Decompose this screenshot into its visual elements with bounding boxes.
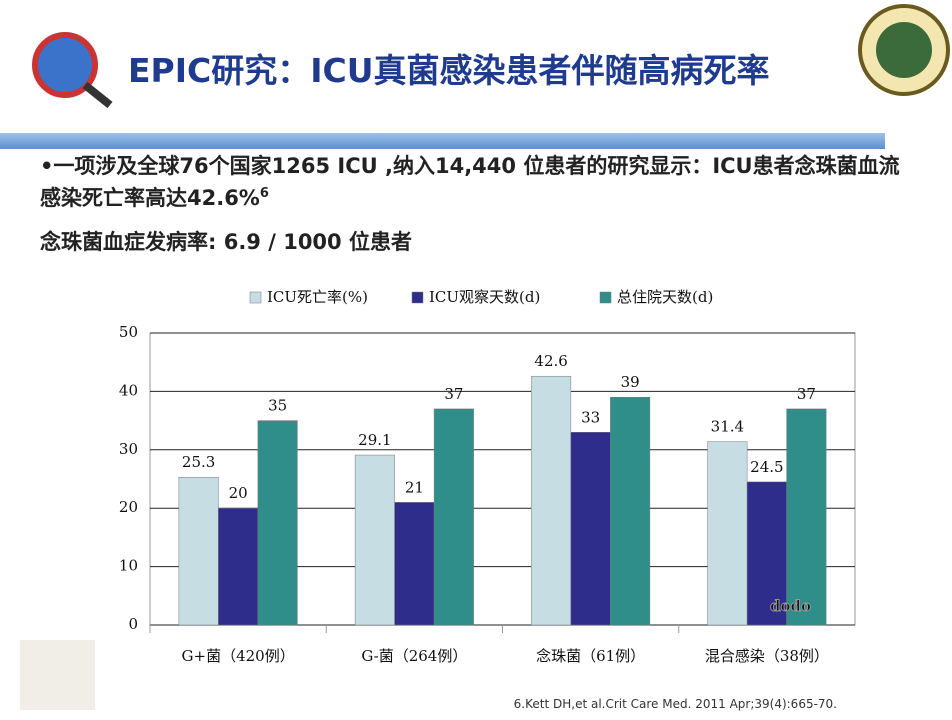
data-label: 21: [405, 478, 424, 496]
legend-label: ICU死亡率(%): [267, 288, 368, 306]
data-label: 35: [268, 397, 287, 415]
bar: [394, 502, 435, 626]
data-label: 31.4: [711, 418, 744, 436]
data-label: 25.3: [182, 453, 215, 471]
bar: [610, 396, 651, 626]
y-tick-label: 40: [119, 381, 138, 399]
y-tick-label: 20: [119, 498, 138, 516]
x-tick-label: G-菌（264例）: [361, 647, 467, 665]
bar: [786, 408, 827, 626]
title-band: [0, 133, 885, 149]
legend-label: ICU观察天数(d): [429, 288, 540, 306]
bar: [218, 507, 259, 626]
bar: [746, 481, 787, 626]
logo: [20, 4, 950, 710]
bullet-text: •一项涉及全球76个国家1265 ICU ,纳入14,440 位患者的研究显示：…: [40, 154, 900, 210]
data-label: 37: [797, 385, 816, 403]
data-label: 39: [621, 373, 640, 391]
legend-swatch: [249, 291, 262, 304]
bar: [257, 420, 298, 626]
bar: [707, 441, 748, 626]
bar: [433, 408, 474, 626]
bar: [570, 432, 611, 626]
watermark: dodo: [770, 597, 811, 615]
x-tick-label: 混合感染（38例）: [705, 647, 829, 665]
slide-title: EPIC研究：ICU真菌感染患者伴随高病死率: [128, 51, 770, 90]
legend-swatch: [411, 291, 424, 304]
bar: [178, 476, 219, 626]
data-label: 37: [444, 385, 463, 403]
bar: [354, 454, 395, 626]
x-tick-label: G+菌（420例）: [182, 647, 295, 665]
reference: 6.Kett DH,et al.Crit Care Med. 2011 Apr;…: [513, 697, 837, 711]
data-label: 29.1: [358, 431, 391, 449]
y-tick-label: 30: [119, 440, 138, 458]
data-label: 24.5: [750, 458, 783, 476]
legend-label: 总住院天数(d): [617, 288, 713, 306]
y-tick-label: 0: [128, 615, 138, 633]
data-label: 42.6: [534, 352, 567, 370]
data-label: 20: [229, 484, 248, 502]
superscript: 6: [259, 186, 269, 201]
y-tick-label: 10: [119, 557, 138, 575]
y-tick-label: 50: [119, 323, 138, 341]
x-tick-label: 念珠菌（61例）: [536, 647, 645, 665]
legend-swatch: [599, 291, 612, 304]
incidence: 念珠菌血症发病率: 6.9 / 1000 位患者: [40, 230, 412, 254]
data-label: 33: [581, 408, 600, 426]
bar: [531, 375, 572, 626]
bullet: •一项涉及全球76个国家1265 ICU ,纳入14,440 位患者的研究显示：…: [40, 152, 900, 212]
